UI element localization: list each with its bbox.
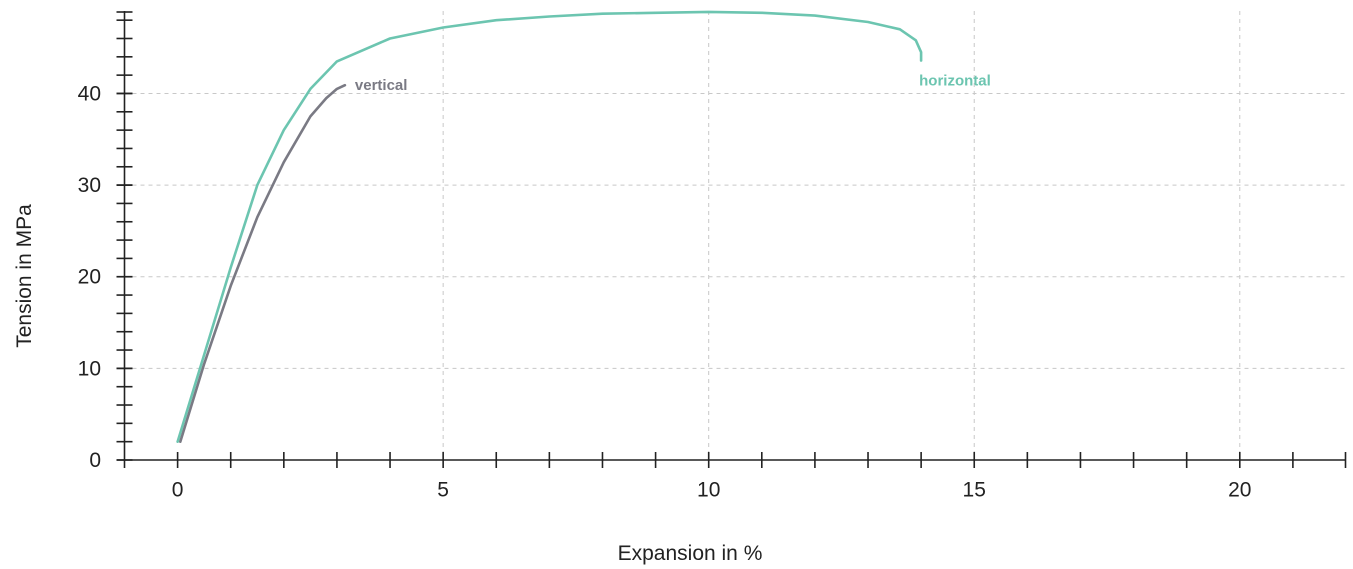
axes [116,11,1347,468]
x-axis-title: Expansion in % [618,542,763,565]
y-tick-label: 40 [78,82,101,105]
grid [124,11,1346,460]
series-line-vertical [179,83,347,443]
y-tick-label: 30 [78,174,101,197]
tick-labels: 0 5 10 15 20 0 10 20 30 40 [78,82,1252,501]
series-labels: horizontal vertical [355,72,991,94]
series-label-horizontal: horizontal [919,72,991,89]
x-tick-label: 10 [697,478,720,501]
y-tick-label: 10 [78,357,101,380]
x-tick-label: 20 [1228,478,1251,501]
y-tick-label: 0 [89,449,101,472]
y-tick-label: 20 [78,266,101,289]
series-label-vertical: vertical [355,77,408,94]
series-line-horizontal [176,10,923,443]
x-tick-label: 15 [963,478,986,501]
y-axis-title: Tension in MPa [13,204,36,348]
series-layer [176,10,923,443]
x-tick-label: 5 [437,478,449,501]
x-tick-label: 0 [172,478,184,501]
